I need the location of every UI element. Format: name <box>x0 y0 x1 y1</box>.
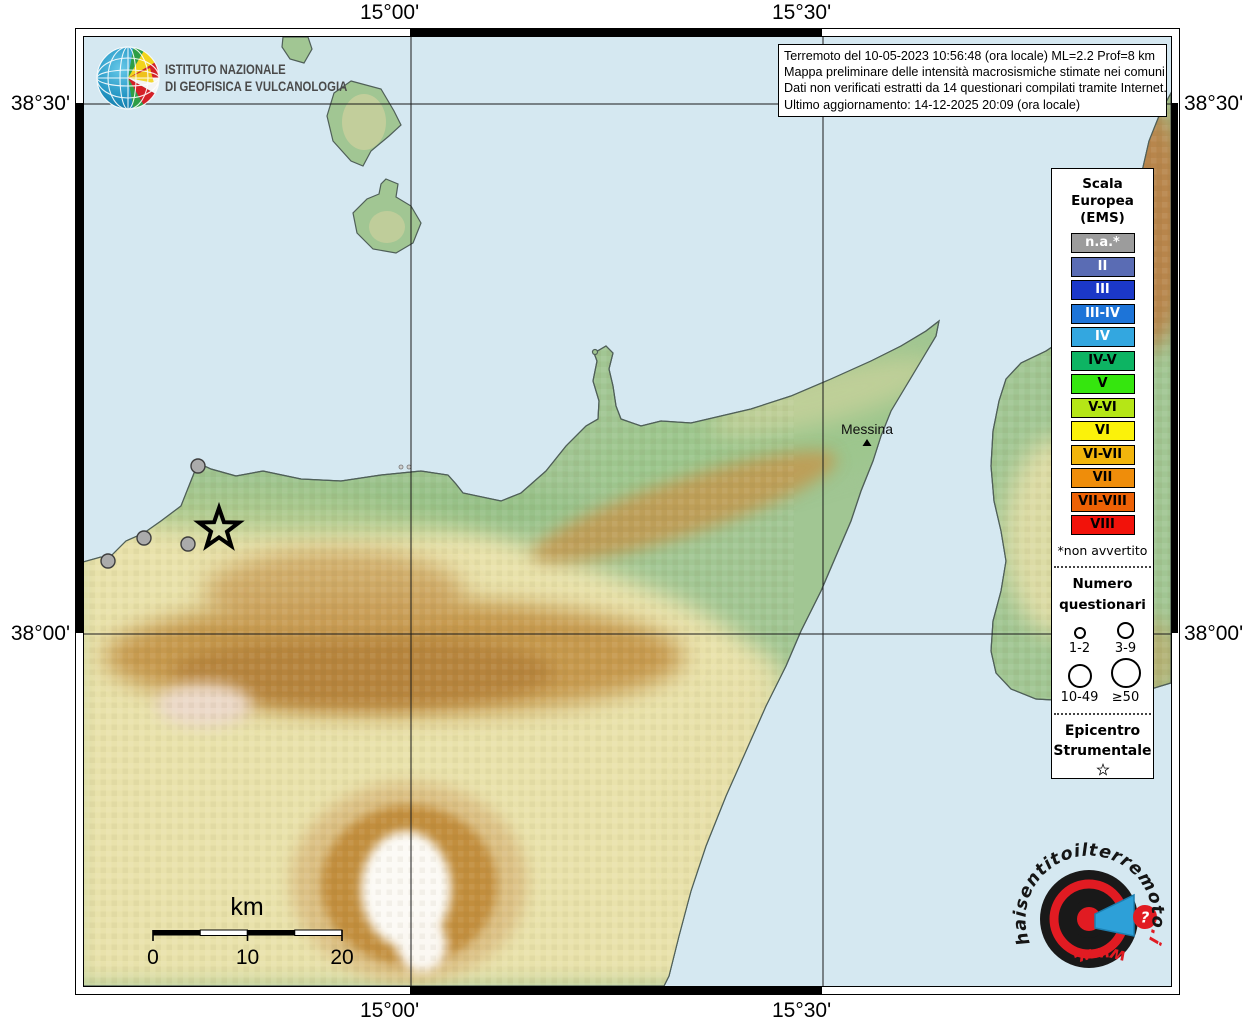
report-dot <box>180 536 196 552</box>
legend-swatch-iii: III <box>1070 280 1135 300</box>
ingv-name-line1: ISTITUTO NAZIONALE <box>165 62 286 77</box>
info-line-map: Mappa preliminare delle intensità macros… <box>784 65 1165 80</box>
size-circle-50 <box>1110 658 1141 688</box>
legend-footnote: *non avvertito <box>1057 543 1148 558</box>
city-triangle-icon <box>862 439 872 446</box>
frame-band-top <box>410 29 822 36</box>
axis-label-right-lower: 38°00' <box>1184 622 1244 645</box>
size-label-10-49: 10-49 <box>1060 690 1099 705</box>
islet <box>591 348 599 356</box>
legend-swatch-iv: IV <box>1070 327 1135 347</box>
frame-band-right <box>1171 103 1178 633</box>
scale-tick-0: 0 <box>147 946 159 969</box>
legend-swatch-na: n.a.* <box>1070 233 1135 253</box>
legend-swatch-iii-iv: III-IV <box>1070 303 1135 324</box>
epicenter-star-icon <box>1095 763 1110 776</box>
epicenter-title-line2: Strumentale <box>1053 743 1152 759</box>
legend-swatch-vii-viii: VII-VIII <box>1070 491 1135 512</box>
size-circle-1-2 <box>1073 627 1086 639</box>
intensity-swatches: n.a.* II III III-IV IV IV-V V V-VI VI VI… <box>1070 233 1135 535</box>
report-dot <box>190 458 206 474</box>
legend-swatch-ii: II <box>1070 256 1135 277</box>
axis-label-bottom-right: 15°30' <box>772 999 832 1022</box>
legend-swatch-iv-v: IV-V <box>1070 350 1135 371</box>
islet-speck <box>398 464 404 470</box>
report-dots <box>100 458 206 569</box>
size-label-50: ≥50 <box>1111 690 1140 705</box>
legend-swatch-vii: VII <box>1070 468 1135 488</box>
scale-bar-unit: km <box>230 893 263 921</box>
legend-title-line3: (EMS) <box>1080 210 1125 226</box>
axis-label-left-upper: 38°30' <box>10 92 70 115</box>
scale-bar: km 0 10 20 <box>147 893 354 969</box>
scale-tick-10: 10 <box>236 946 259 969</box>
legend-title-line1: Scala <box>1082 176 1123 192</box>
size-label-3-9: 3-9 <box>1114 641 1137 656</box>
map-frame-outer <box>75 28 1180 995</box>
legend-swatch-v-vi: V-VI <box>1070 397 1135 418</box>
info-line-data: Dati non verificati estratti da 14 quest… <box>784 81 1167 96</box>
report-dot <box>100 553 116 569</box>
legend-swatch-v: V <box>1070 374 1135 394</box>
epicenter-title-line1: Epicentro <box>1064 723 1141 739</box>
legend-separator <box>1054 566 1151 568</box>
report-dot <box>136 530 152 546</box>
axis-label-bottom-left: 15°00' <box>360 999 420 1022</box>
axis-label-right-upper: 38°30' <box>1184 92 1244 115</box>
terrain-map: Messina km 0 10 20 ? haisentitoilterremo… <box>84 37 1171 986</box>
ingv-name-line2: DI GEOFISICA E VULCANOLOGIA <box>165 79 348 94</box>
size-label-1-2: 1-2 <box>1068 641 1091 656</box>
axis-label-top-left: 15°00' <box>360 1 420 24</box>
questionnaire-title-line1: Numero <box>1072 576 1133 592</box>
megaphone-icon <box>1094 893 1135 937</box>
info-line-event: Terremoto del 10-05-2023 10:56:48 (ora l… <box>784 49 1156 63</box>
ingv-logo: ISTITUTO NAZIONALE DI GEOFISICA E VULCAN… <box>95 45 382 111</box>
question-badge <box>1133 905 1157 929</box>
frame-band-left <box>76 103 83 633</box>
legend-swatch-vi: VI <box>1070 421 1135 441</box>
city-marker: Messina <box>841 421 893 446</box>
islet-speck <box>406 464 412 470</box>
axis-label-top-right: 15°30' <box>772 1 832 24</box>
info-line-updated: Ultimo aggiornamento: 14-12-2025 20:09 (… <box>784 97 1081 112</box>
legend-title-line2: Europea <box>1071 193 1134 209</box>
scale-tick-20: 20 <box>330 946 353 969</box>
questionnaire-title-line2: questionari <box>1059 597 1146 613</box>
epicenter-star <box>193 501 245 551</box>
city-label: Messina <box>841 421 893 437</box>
size-circle-10-49 <box>1067 664 1092 688</box>
legend-swatch-vi-vii: VI-VII <box>1070 444 1135 465</box>
earthquake-info-box: Terremoto del 10-05-2023 10:56:48 (ora l… <box>778 44 1167 117</box>
frame-band-bottom <box>410 987 822 994</box>
legend-swatch-viii: VIII <box>1070 515 1135 535</box>
question-mark: ? <box>1141 909 1150 927</box>
size-circle-3-9 <box>1117 622 1134 639</box>
legend-panel: Scala Europea (EMS) n.a.* II III III-IV … <box>1051 168 1154 779</box>
questionnaire-size-key: 1-2 3-9 10-49 ≥50 <box>1057 622 1149 705</box>
island-salina <box>281 37 313 64</box>
axis-label-left-lower: 38°00' <box>10 622 70 645</box>
aeolian-islands <box>281 37 599 470</box>
ingv-globe-icon <box>96 46 160 110</box>
legend-separator <box>1054 713 1151 715</box>
